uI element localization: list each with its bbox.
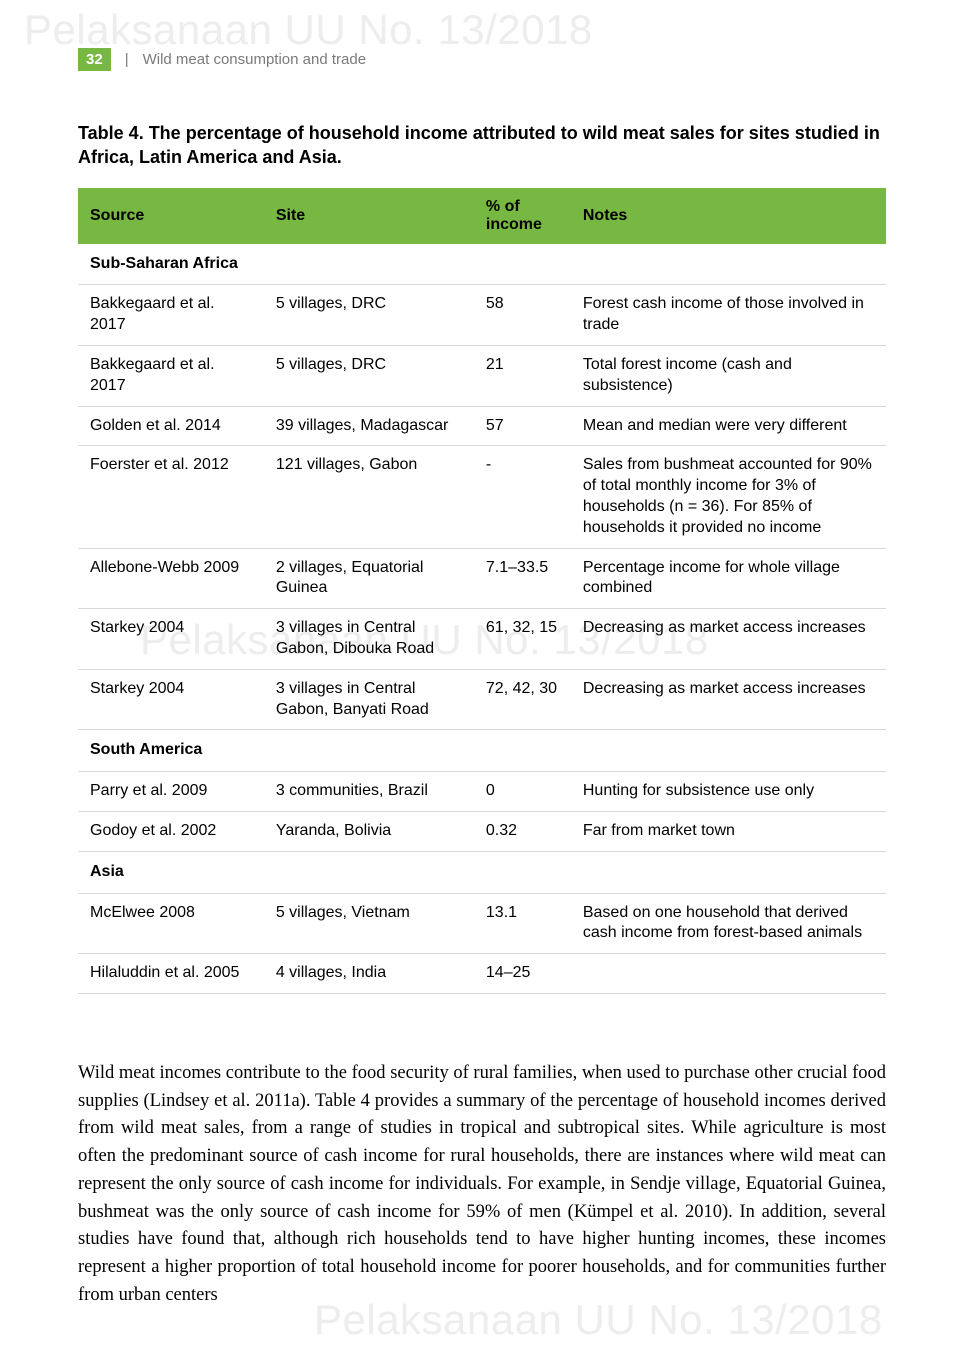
table-row: Foerster et al. 2012121 villages, Gabon-… [78, 446, 886, 548]
table-row: Allebone-Webb 20092 villages, Equatorial… [78, 548, 886, 609]
cell-pct: 72, 42, 30 [474, 669, 571, 730]
cell-source: Bakkegaard et al. 2017 [78, 285, 264, 346]
table-row: Golden et al. 201439 villages, Madagasca… [78, 406, 886, 446]
table-row: Bakkegaard et al. 20175 villages, DRC58F… [78, 285, 886, 346]
table-row: Godoy et al. 2002Yaranda, Bolivia0.32Far… [78, 811, 886, 851]
cell-notes: Sales from bushmeat accounted for 90% of… [571, 446, 886, 548]
watermark-text: Pelaksanaan UU No. 13/2018 [24, 6, 593, 54]
region-row: South America [78, 730, 886, 772]
cell-pct: 57 [474, 406, 571, 446]
col-header-source: Source [78, 188, 264, 244]
cell-pct: 58 [474, 285, 571, 346]
cell-source: Parry et al. 2009 [78, 772, 264, 812]
region-row: Asia [78, 851, 886, 893]
cell-pct: 21 [474, 345, 571, 406]
cell-site: 5 villages, DRC [264, 345, 474, 406]
cell-notes: Based on one household that derived cash… [571, 893, 886, 954]
table-caption: Table 4. The percentage of household inc… [78, 121, 886, 170]
cell-notes: Forest cash income of those involved in … [571, 285, 886, 346]
cell-site: 3 communities, Brazil [264, 772, 474, 812]
cell-pct: 7.1–33.5 [474, 548, 571, 609]
cell-source: McElwee 2008 [78, 893, 264, 954]
cell-pct: - [474, 446, 571, 548]
cell-notes: Decreasing as market access increases [571, 609, 886, 670]
cell-site: 3 villages in Central Gabon, Dibouka Roa… [264, 609, 474, 670]
table-header-row: Source Site % of income Notes [78, 188, 886, 244]
cell-source: Golden et al. 2014 [78, 406, 264, 446]
table-row: Bakkegaard et al. 20175 villages, DRC21T… [78, 345, 886, 406]
cell-source: Bakkegaard et al. 2017 [78, 345, 264, 406]
region-row: Sub-Saharan Africa [78, 244, 886, 285]
cell-source: Godoy et al. 2002 [78, 811, 264, 851]
cell-source: Hilaluddin et al. 2005 [78, 954, 264, 994]
cell-source: Allebone-Webb 2009 [78, 548, 264, 609]
cell-site: 5 villages, DRC [264, 285, 474, 346]
table-row: Starkey 20043 villages in Central Gabon,… [78, 609, 886, 670]
cell-notes: Percentage income for whole village comb… [571, 548, 886, 609]
cell-site: 39 villages, Madagascar [264, 406, 474, 446]
col-header-pct: % of income [474, 188, 571, 244]
cell-source: Foerster et al. 2012 [78, 446, 264, 548]
cell-pct: 0.32 [474, 811, 571, 851]
cell-pct: 13.1 [474, 893, 571, 954]
page-number: 32 [78, 48, 111, 71]
cell-pct: 14–25 [474, 954, 571, 994]
running-title: Wild meat consumption and trade [143, 51, 366, 68]
cell-site: 5 villages, Vietnam [264, 893, 474, 954]
cell-site: 4 villages, India [264, 954, 474, 994]
region-label: Asia [78, 851, 886, 893]
cell-notes: Decreasing as market access increases [571, 669, 886, 730]
region-label: Sub-Saharan Africa [78, 244, 886, 285]
cell-site: Yaranda, Bolivia [264, 811, 474, 851]
cell-notes: Far from market town [571, 811, 886, 851]
table-row: Starkey 20043 villages in Central Gabon,… [78, 669, 886, 730]
cell-site: 121 villages, Gabon [264, 446, 474, 548]
body-paragraph: Wild meat incomes contribute to the food… [78, 1060, 886, 1310]
cell-notes: Total forest income (cash and subsistenc… [571, 345, 886, 406]
running-head: 32 | Wild meat consumption and trade [78, 48, 886, 71]
cell-pct: 0 [474, 772, 571, 812]
table-row: Parry et al. 20093 communities, Brazil0H… [78, 772, 886, 812]
table-row: Hilaluddin et al. 20054 villages, India1… [78, 954, 886, 994]
breadcrumb-separator: | [125, 51, 129, 68]
cell-site: 3 villages in Central Gabon, Banyati Roa… [264, 669, 474, 730]
table-row: McElwee 20085 villages, Vietnam13.1Based… [78, 893, 886, 954]
cell-source: Starkey 2004 [78, 669, 264, 730]
income-table: Source Site % of income Notes Sub-Sahara… [78, 188, 886, 994]
cell-site: 2 villages, Equatorial Guinea [264, 548, 474, 609]
cell-notes: Hunting for subsistence use only [571, 772, 886, 812]
region-label: South America [78, 730, 886, 772]
col-header-site: Site [264, 188, 474, 244]
cell-notes [571, 954, 886, 994]
cell-source: Starkey 2004 [78, 609, 264, 670]
cell-pct: 61, 32, 15 [474, 609, 571, 670]
cell-notes: Mean and median were very different [571, 406, 886, 446]
col-header-notes: Notes [571, 188, 886, 244]
